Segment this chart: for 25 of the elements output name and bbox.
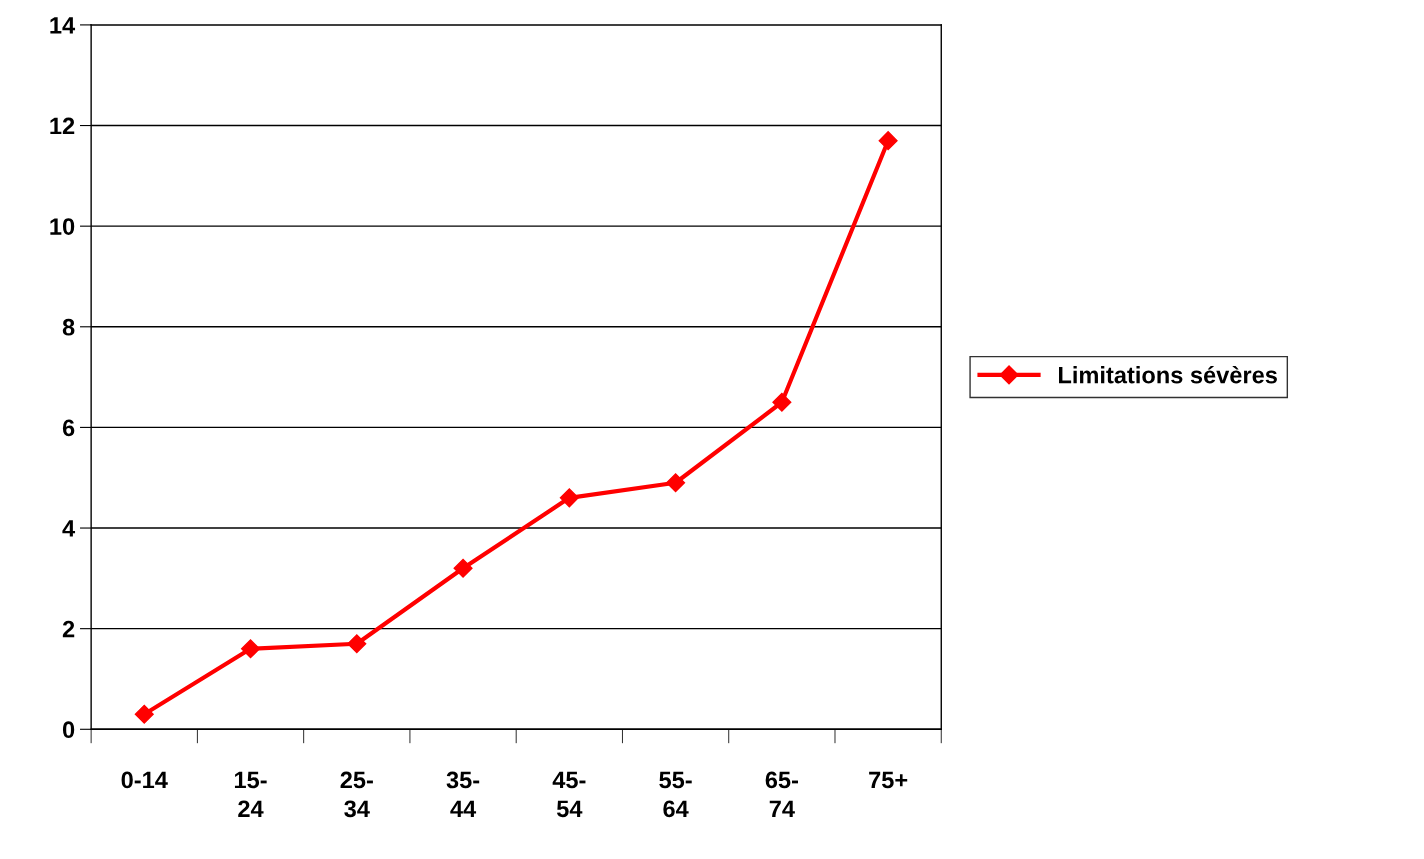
- y-tick-label: 6: [62, 419, 75, 437]
- x-tick-label: 35- 44: [446, 771, 480, 817]
- point: [666, 473, 686, 493]
- point: [134, 704, 154, 724]
- point: [772, 392, 792, 412]
- x-tick-label: 55- 64: [659, 771, 692, 818]
- x-tick-label: 75+: [869, 771, 908, 789]
- x-tick-label: 45- 54: [552, 771, 586, 818]
- y-tick-label: 0: [62, 721, 75, 739]
- y-tick-label: 14: [50, 17, 76, 34]
- point: [878, 131, 898, 151]
- point: [559, 488, 579, 508]
- point: [241, 639, 261, 659]
- point: [453, 558, 473, 578]
- x-tick-label: 25- 34: [340, 771, 373, 818]
- y-tick-label: 4: [62, 520, 76, 537]
- y-tick-label: 2: [62, 620, 75, 638]
- point: [347, 634, 367, 654]
- y-tick-label: 12: [50, 117, 75, 135]
- x-tick-label: 15- 24: [234, 771, 267, 817]
- y-tick-label: 8: [62, 318, 75, 336]
- x-tick-label: 65- 74: [765, 771, 798, 817]
- x-tick-label: 0-14: [121, 771, 168, 789]
- y-tick-label: 10: [50, 218, 75, 235]
- legend-label: Limitations sévères: [1059, 365, 1277, 384]
